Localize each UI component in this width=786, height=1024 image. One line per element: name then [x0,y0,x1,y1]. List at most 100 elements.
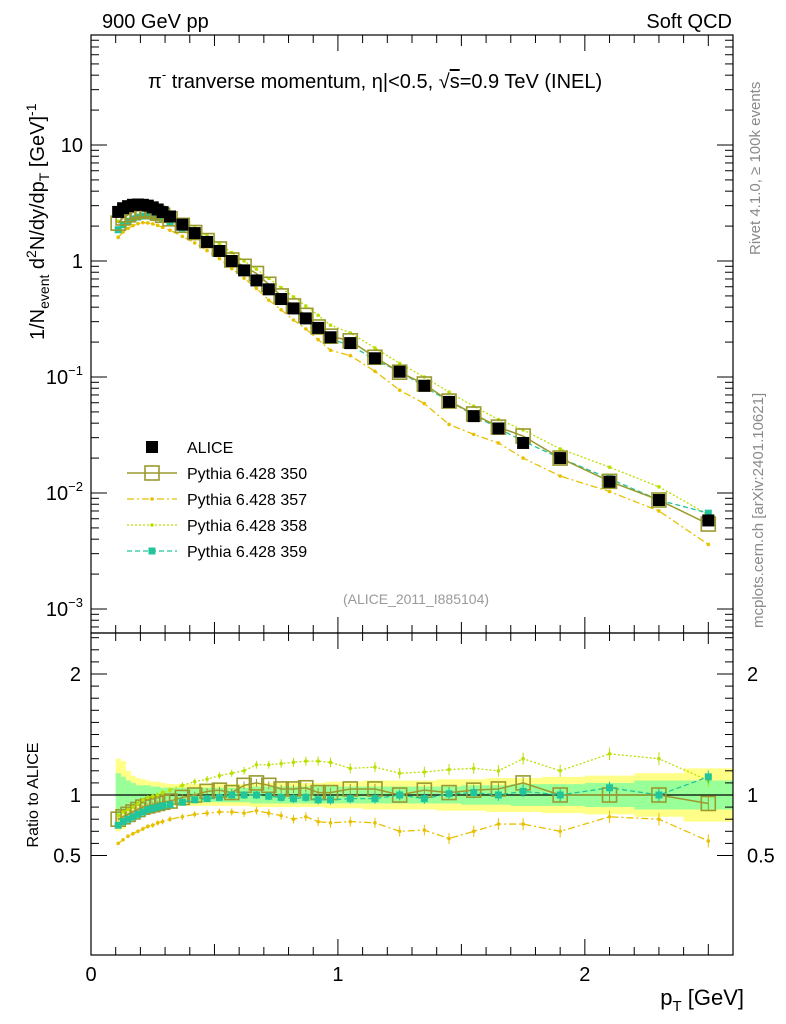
ylabel-part-a-sub: event [36,275,52,309]
ratio-point-1-8 [155,821,160,825]
main-point-0-31 [517,436,530,449]
main-point-2-32 [558,474,562,478]
ratio-point-0-35 [700,795,717,812]
main-point-0-14 [213,244,226,257]
main-point-0-19 [275,293,288,306]
ratio-point-1-34 [657,817,661,821]
legend-label-0: ALICE [187,440,233,457]
ratio-point-1-2 [126,834,130,838]
ratio-point-2-14 [217,773,222,778]
main-point-1-34 [651,492,667,508]
source-label: mcplots.cern.ch [arXiv:2401.10621] [750,393,767,628]
legend-marker-3 [150,523,154,527]
ylabel-part-c-sub: T [36,172,52,181]
main-point-0-35 [702,514,715,527]
main-point-3-21 [304,304,308,308]
main-point-0-22 [312,321,325,334]
ylabel-part-a: 1/N [27,309,49,340]
ratio-point-2-30 [496,769,501,773]
ratio-point-2-15 [229,771,234,776]
legend-marker-1 [144,465,160,481]
ratio-ytick-label-right-2: 0.5 [747,846,775,868]
ratio-point-3-29 [470,789,478,797]
legend-label-1: Pythia 6.428 350 [187,466,307,483]
main-ytick-base-3: 10 [46,483,68,505]
ratio-point-3-11 [178,798,186,806]
main-point-2-18 [266,298,271,302]
title-eta: η [372,71,383,93]
ratio-point-3-4 [134,810,142,818]
main-point-2-2 [126,226,130,231]
legend-marker-2 [150,497,154,501]
main-point-3-34 [657,485,661,489]
ratio-series-3 [114,770,712,829]
ratio-point-2-25 [373,765,377,769]
x-tick-label-2: 2 [579,964,590,986]
main-point-2-5 [141,220,145,225]
main-point-2-14 [217,256,222,261]
title-particle: π [148,71,162,93]
main-point-3-20 [291,295,296,299]
main-point-1-32 [552,450,568,466]
main-point-3-22 [316,313,320,318]
ratio-ytick-label-left-1: 1 [70,785,81,807]
ratio-point-1-24 [348,819,353,824]
main-point-0-21 [299,312,312,325]
ratio-point-2-31 [521,756,525,761]
main-ytick-base-4: 10 [46,599,68,621]
ratio-point-3-23 [327,796,335,804]
main-ytick-label-1: 1 [72,251,83,273]
main-point-2-16 [242,276,246,281]
main-point-2-8 [155,223,160,228]
main-point-2-22 [316,337,320,342]
ratio-ytick-label-left-2: 0.5 [53,846,81,868]
ratio-point-3-0 [114,821,122,829]
ratio-point-0-28 [441,784,457,801]
ratio-point-2-27 [422,770,427,774]
ratio-point-3-27 [420,795,428,803]
title-text: tranverse momentum, [166,71,372,93]
ratio-point-0-32 [552,787,568,803]
legend-entry-2: Pythia 6.428 357 [127,492,307,509]
ratio-point-1-11 [180,814,185,819]
main-point-0-15 [225,255,238,267]
ratio-point-2-11 [180,783,185,788]
ratio-point-2-7 [150,794,155,799]
main-point-3-32 [558,447,562,451]
header-left-label: 900 GeV pp [102,11,209,33]
ratio-point-1-17 [254,808,259,813]
ratio-ytick-label-right-0: 2 [747,664,758,686]
ratio-point-2-6 [145,795,150,800]
main-point-2-12 [192,241,197,245]
main-point-1-33 [601,473,618,490]
main-point-0-13 [201,235,214,248]
ratio-point-0-34 [651,787,667,803]
title-eta-cut: |<0.5, [383,71,439,93]
ratio-point-1-27 [422,828,427,832]
main-point-2-17 [254,286,259,291]
main-ytick-label-3: 10−2 [46,479,83,505]
ratio-point-1-16 [242,811,246,815]
ratio-point-1-3 [131,831,135,836]
main-point-1-28 [441,393,457,409]
main-point-0-32 [554,452,567,465]
ratio-point-2-13 [205,777,209,782]
ratio-point-1-0 [116,841,120,846]
main-series-group [110,198,717,547]
main-point-2-30 [496,441,501,445]
ratio-point-1-18 [266,811,271,815]
main-title: π- tranverse momentum, η|<0.5, √s=0.9 Te… [148,67,602,93]
ratio-point-1-7 [150,823,155,828]
main-point-2-4 [136,221,140,226]
ratio-point-1-14 [217,810,222,814]
ratio-point-3-13 [203,795,211,803]
main-point-3-25 [373,346,377,350]
ratio-point-1-12 [192,812,197,817]
main-point-2-11 [180,234,185,239]
ratio-point-2-0 [116,813,120,818]
main-point-2-35 [706,542,711,547]
ratio-point-1-21 [304,814,308,819]
ratio-point-3-12 [191,796,199,804]
ratio-point-2-29 [471,766,476,771]
